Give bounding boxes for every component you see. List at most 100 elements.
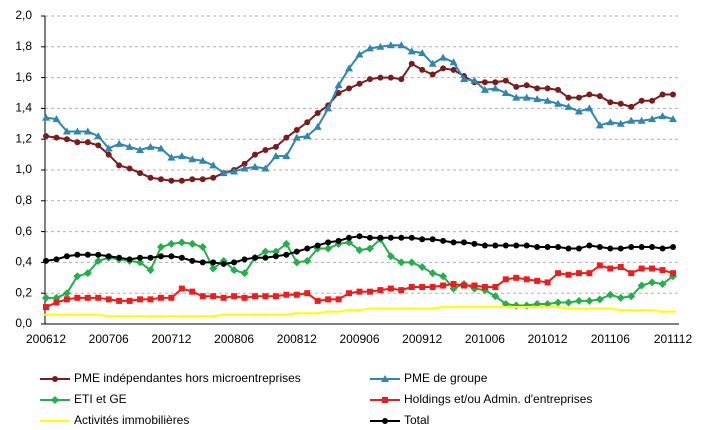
point <box>649 265 656 272</box>
point <box>313 122 322 130</box>
y-tick-label: 1,2 <box>15 131 32 145</box>
x-tick-label: 200806 <box>214 332 254 346</box>
point <box>283 291 290 298</box>
point <box>649 97 656 104</box>
point <box>293 126 300 133</box>
point <box>83 127 92 135</box>
point <box>52 115 61 123</box>
point <box>73 127 82 135</box>
point <box>512 301 521 310</box>
point <box>177 238 186 247</box>
point <box>387 234 394 241</box>
point <box>355 246 364 255</box>
point <box>533 95 542 103</box>
point <box>292 258 301 267</box>
point <box>272 143 279 150</box>
point <box>283 251 290 258</box>
point <box>471 240 478 247</box>
point <box>365 44 374 52</box>
point <box>53 256 60 263</box>
point <box>209 161 218 169</box>
point <box>586 270 593 277</box>
point <box>397 41 406 49</box>
point <box>617 100 624 107</box>
point <box>387 285 394 292</box>
point <box>105 296 112 303</box>
point <box>575 94 582 101</box>
point <box>398 287 405 294</box>
point <box>63 296 70 303</box>
point <box>471 282 478 289</box>
point <box>94 132 103 140</box>
point <box>262 293 269 300</box>
point <box>137 170 144 177</box>
point <box>178 177 185 184</box>
point <box>544 279 551 286</box>
point <box>628 270 635 277</box>
point <box>304 290 311 297</box>
point <box>523 276 530 283</box>
point <box>292 133 301 141</box>
point <box>51 396 59 404</box>
point <box>62 289 71 298</box>
point <box>53 299 60 306</box>
point <box>198 156 207 164</box>
point <box>325 296 332 303</box>
point <box>607 245 614 252</box>
point <box>513 242 520 249</box>
point <box>440 65 447 72</box>
point <box>198 243 207 251</box>
point <box>575 270 582 277</box>
y-tick-label: 1,0 <box>15 162 32 176</box>
point <box>147 296 154 303</box>
point <box>62 127 71 135</box>
point <box>252 254 258 261</box>
point <box>386 41 395 49</box>
point <box>335 296 342 303</box>
point <box>157 176 164 183</box>
point <box>512 93 521 101</box>
point <box>450 239 457 246</box>
point <box>156 144 165 152</box>
point <box>262 254 269 261</box>
legend-label: Total <box>404 413 429 427</box>
point <box>74 294 81 301</box>
point <box>595 121 604 129</box>
point <box>418 263 427 272</box>
point <box>146 266 155 275</box>
point <box>115 139 124 147</box>
point <box>670 91 676 98</box>
x-tick-label: 201006 <box>465 332 505 346</box>
point <box>304 245 311 252</box>
point <box>136 145 145 153</box>
point <box>261 247 270 256</box>
point <box>42 293 50 302</box>
point <box>43 257 49 264</box>
point <box>617 245 624 252</box>
x-tick-label: 200812 <box>277 332 317 346</box>
point <box>554 298 563 307</box>
point <box>522 93 531 101</box>
point <box>419 284 426 291</box>
x-tick-label: 201106 <box>591 332 630 346</box>
legend-label: PME indépendantes hors microentreprises <box>74 371 301 385</box>
point <box>262 146 269 153</box>
point <box>240 269 249 278</box>
point <box>543 96 552 104</box>
point <box>325 239 332 246</box>
point <box>492 284 499 291</box>
point <box>74 139 81 146</box>
point <box>189 288 196 295</box>
point <box>638 265 645 272</box>
point <box>74 251 81 258</box>
point <box>95 142 102 149</box>
point <box>470 76 479 84</box>
x-tick-label: 200912 <box>402 332 442 346</box>
point <box>440 282 447 289</box>
point <box>398 76 405 83</box>
point <box>387 74 394 81</box>
point <box>596 244 603 250</box>
point <box>554 99 563 107</box>
x-tick-label: 200612 <box>26 332 66 346</box>
point <box>324 104 333 112</box>
